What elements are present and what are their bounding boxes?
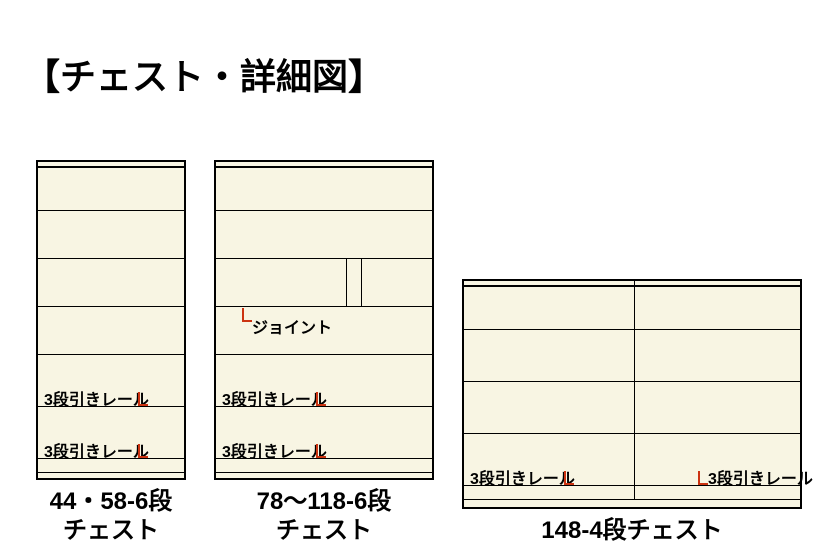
- chest-top-face: [462, 279, 802, 287]
- divider-line: [361, 258, 362, 306]
- pointer-mark-icon: [564, 471, 574, 485]
- drawer-line: [38, 210, 184, 211]
- chest-44-58-6-caption: 44・58-6段 チェスト: [50, 488, 173, 546]
- chest-top-face: [214, 160, 434, 168]
- pointer-mark-icon: [138, 392, 148, 406]
- pointer-mark-icon: [138, 444, 148, 458]
- pointer-mark-icon: [698, 471, 708, 485]
- drawer-line: [216, 258, 432, 259]
- chest-row: 3段引きレール3段引きレール44・58-6段 チェストジョイント3段引きレール3…: [36, 160, 802, 546]
- chest-top-face: [36, 160, 186, 168]
- pointer-mark-icon: [316, 444, 326, 458]
- chest-78-118-6: ジョイント 3段引きレール 3段引きレール: [214, 160, 434, 480]
- rail-label: 3段引きレール: [708, 465, 813, 489]
- drawer-line: [38, 354, 184, 355]
- chest-148-4: 3段引きレール3段引きレール: [462, 279, 802, 509]
- rail-label: 3段引きレール: [44, 438, 149, 462]
- drawer-line: [216, 210, 432, 211]
- drawer-line: [464, 433, 800, 434]
- drawer-line: [464, 499, 800, 500]
- chest-148-4-block: 3段引きレール3段引きレール 148-4段チェスト: [462, 279, 802, 546]
- drawer-line: [216, 354, 432, 355]
- chest-78-118-6-caption: 78〜118-6段 チェスト: [257, 488, 392, 546]
- chest-44-58-6-block: 3段引きレール 3段引きレール 44・58-6段 チェスト: [36, 160, 186, 546]
- chest-44-58-6: 3段引きレール 3段引きレール: [36, 160, 186, 480]
- drawer-line: [38, 258, 184, 259]
- chest-78-118-6-block: ジョイント 3段引きレール 3段引きレール 78〜118-6段 チェスト: [214, 160, 434, 546]
- drawer-line: [464, 381, 800, 382]
- rail-label: 3段引きレール: [470, 465, 575, 489]
- chest-148-4-caption: 148-4段チェスト: [541, 517, 722, 546]
- divider-line: [634, 281, 635, 499]
- divider-line: [346, 258, 347, 306]
- drawer-line: [216, 472, 432, 473]
- rail-label: 3段引きレール: [222, 438, 327, 462]
- pointer-mark-icon: [316, 392, 326, 406]
- rail-label: 3段引きレール: [222, 386, 327, 410]
- drawer-line: [216, 306, 432, 307]
- rail-label: 3段引きレール: [44, 386, 149, 410]
- drawer-line: [38, 472, 184, 473]
- drawer-line: [38, 306, 184, 307]
- page-title: 【チェスト・詳細図】: [24, 48, 384, 100]
- pointer-mark-icon: [242, 308, 252, 322]
- drawer-line: [464, 329, 800, 330]
- joint-label: ジョイント: [252, 314, 332, 338]
